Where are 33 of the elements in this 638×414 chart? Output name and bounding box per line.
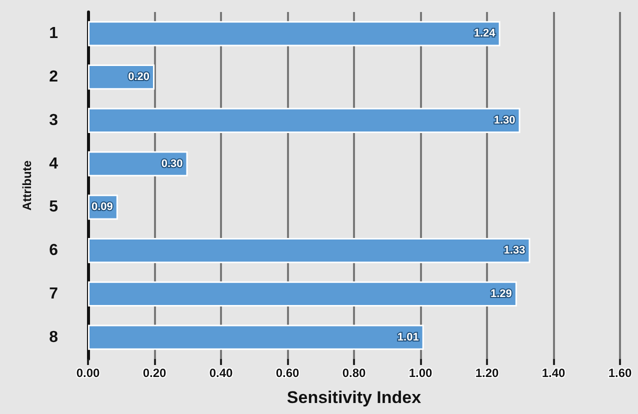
- y-tick-label: 3: [49, 112, 58, 129]
- data-label: 0.20: [128, 71, 150, 84]
- data-label: 1.01: [397, 331, 419, 344]
- y-tick-label: 1: [49, 25, 58, 42]
- y-tick-label: 2: [49, 68, 58, 86]
- x-tick-label: 0.20: [142, 366, 166, 380]
- x-tick-label: 0.00: [76, 366, 100, 380]
- x-axis-title: Sensitivity Index: [286, 388, 422, 407]
- bar: [88, 21, 500, 46]
- data-label: 0.09: [92, 201, 113, 214]
- y-axis-title: Attribute: [20, 160, 34, 210]
- bar: [88, 324, 424, 350]
- bar: [88, 108, 520, 134]
- y-tick-label: 5: [49, 198, 58, 216]
- y-tick-label: 4: [49, 155, 58, 172]
- x-tick-label: 0.40: [209, 366, 233, 380]
- x-tick-label: 1.00: [408, 366, 432, 380]
- bar: [88, 151, 188, 176]
- data-label: 0.30: [161, 158, 183, 170]
- data-label: 1.24: [474, 28, 496, 40]
- x-tick-label: 1.40: [542, 366, 566, 380]
- x-tick-label: 1.20: [475, 366, 499, 380]
- y-tick-label: 8: [49, 328, 58, 346]
- x-tick-label: 0.80: [342, 366, 366, 380]
- data-label: 1.30: [494, 114, 516, 126]
- data-label: 1.33: [504, 244, 526, 257]
- bar: [88, 281, 517, 307]
- x-tick-label: 1.60: [608, 366, 632, 380]
- x-tick-label: 0.60: [276, 366, 300, 380]
- y-tick-label: 6: [49, 242, 58, 260]
- data-label: 1.29: [490, 288, 512, 300]
- y-tick-label: 7: [49, 285, 58, 302]
- bar: [88, 238, 530, 264]
